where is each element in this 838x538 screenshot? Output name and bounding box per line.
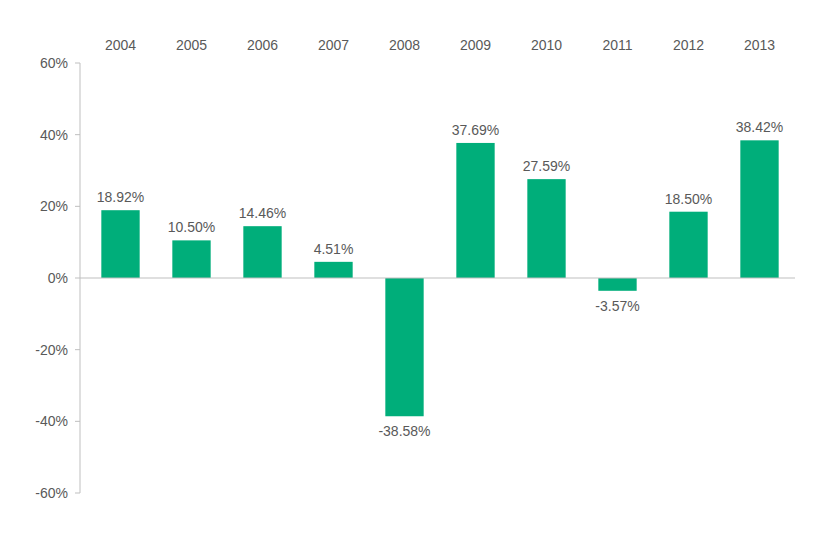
y-tick-label: 60% bbox=[40, 55, 68, 71]
x-tick-label: 2011 bbox=[602, 37, 632, 53]
y-tick bbox=[75, 278, 80, 279]
bar bbox=[172, 240, 210, 278]
y-tick-label: 20% bbox=[40, 198, 68, 214]
data-label: 37.69% bbox=[452, 122, 499, 138]
data-label: 4.51% bbox=[314, 241, 354, 257]
y-tick bbox=[75, 206, 80, 207]
chart-container: 60% 40% 20% 0% -20% -40% -60% 2004 2005 2006 2007 2… bbox=[0, 0, 838, 538]
x-tick-label: 2010 bbox=[531, 37, 562, 53]
y-tick-label: 0% bbox=[48, 270, 68, 286]
data-label: -3.57% bbox=[595, 298, 639, 314]
y-tick bbox=[75, 134, 80, 135]
y-tick-label: 40% bbox=[40, 127, 68, 143]
x-tick-label: 2005 bbox=[176, 37, 207, 53]
chart-svg: 60% 40% 20% 0% -20% -40% -60% 2004 2005 2006 2007 2… bbox=[0, 0, 838, 538]
x-tick-label: 2009 bbox=[460, 37, 491, 53]
y-tick bbox=[75, 421, 80, 422]
data-label: 14.46% bbox=[239, 205, 286, 221]
bar bbox=[385, 278, 423, 416]
x-tick-label: 2007 bbox=[318, 37, 349, 53]
y-tick-label: -40% bbox=[35, 413, 68, 429]
bar bbox=[669, 212, 707, 278]
y-tick-label: -20% bbox=[35, 342, 68, 358]
data-label: 38.42% bbox=[736, 119, 783, 135]
data-label: 18.50% bbox=[665, 191, 712, 207]
bar bbox=[740, 140, 778, 278]
bar bbox=[527, 179, 565, 278]
data-label: 27.59% bbox=[523, 158, 570, 174]
x-tick-label: 2006 bbox=[247, 37, 278, 53]
x-tick-label: 2012 bbox=[673, 37, 704, 53]
bar bbox=[314, 262, 352, 278]
bar bbox=[243, 226, 281, 278]
x-tick-label: 2004 bbox=[105, 37, 136, 53]
y-tick-label: -60% bbox=[35, 485, 68, 501]
bar bbox=[598, 278, 636, 291]
data-label: 18.92% bbox=[97, 189, 144, 205]
baseline bbox=[80, 278, 795, 279]
y-tick bbox=[75, 493, 80, 494]
x-tick-label: 2008 bbox=[389, 37, 420, 53]
x-tick-label: 2013 bbox=[744, 37, 775, 53]
y-tick bbox=[75, 349, 80, 350]
bar bbox=[101, 210, 139, 278]
bar bbox=[456, 143, 494, 278]
data-label: -38.58% bbox=[378, 423, 430, 439]
data-label: 10.50% bbox=[168, 219, 215, 235]
y-tick bbox=[75, 63, 80, 64]
